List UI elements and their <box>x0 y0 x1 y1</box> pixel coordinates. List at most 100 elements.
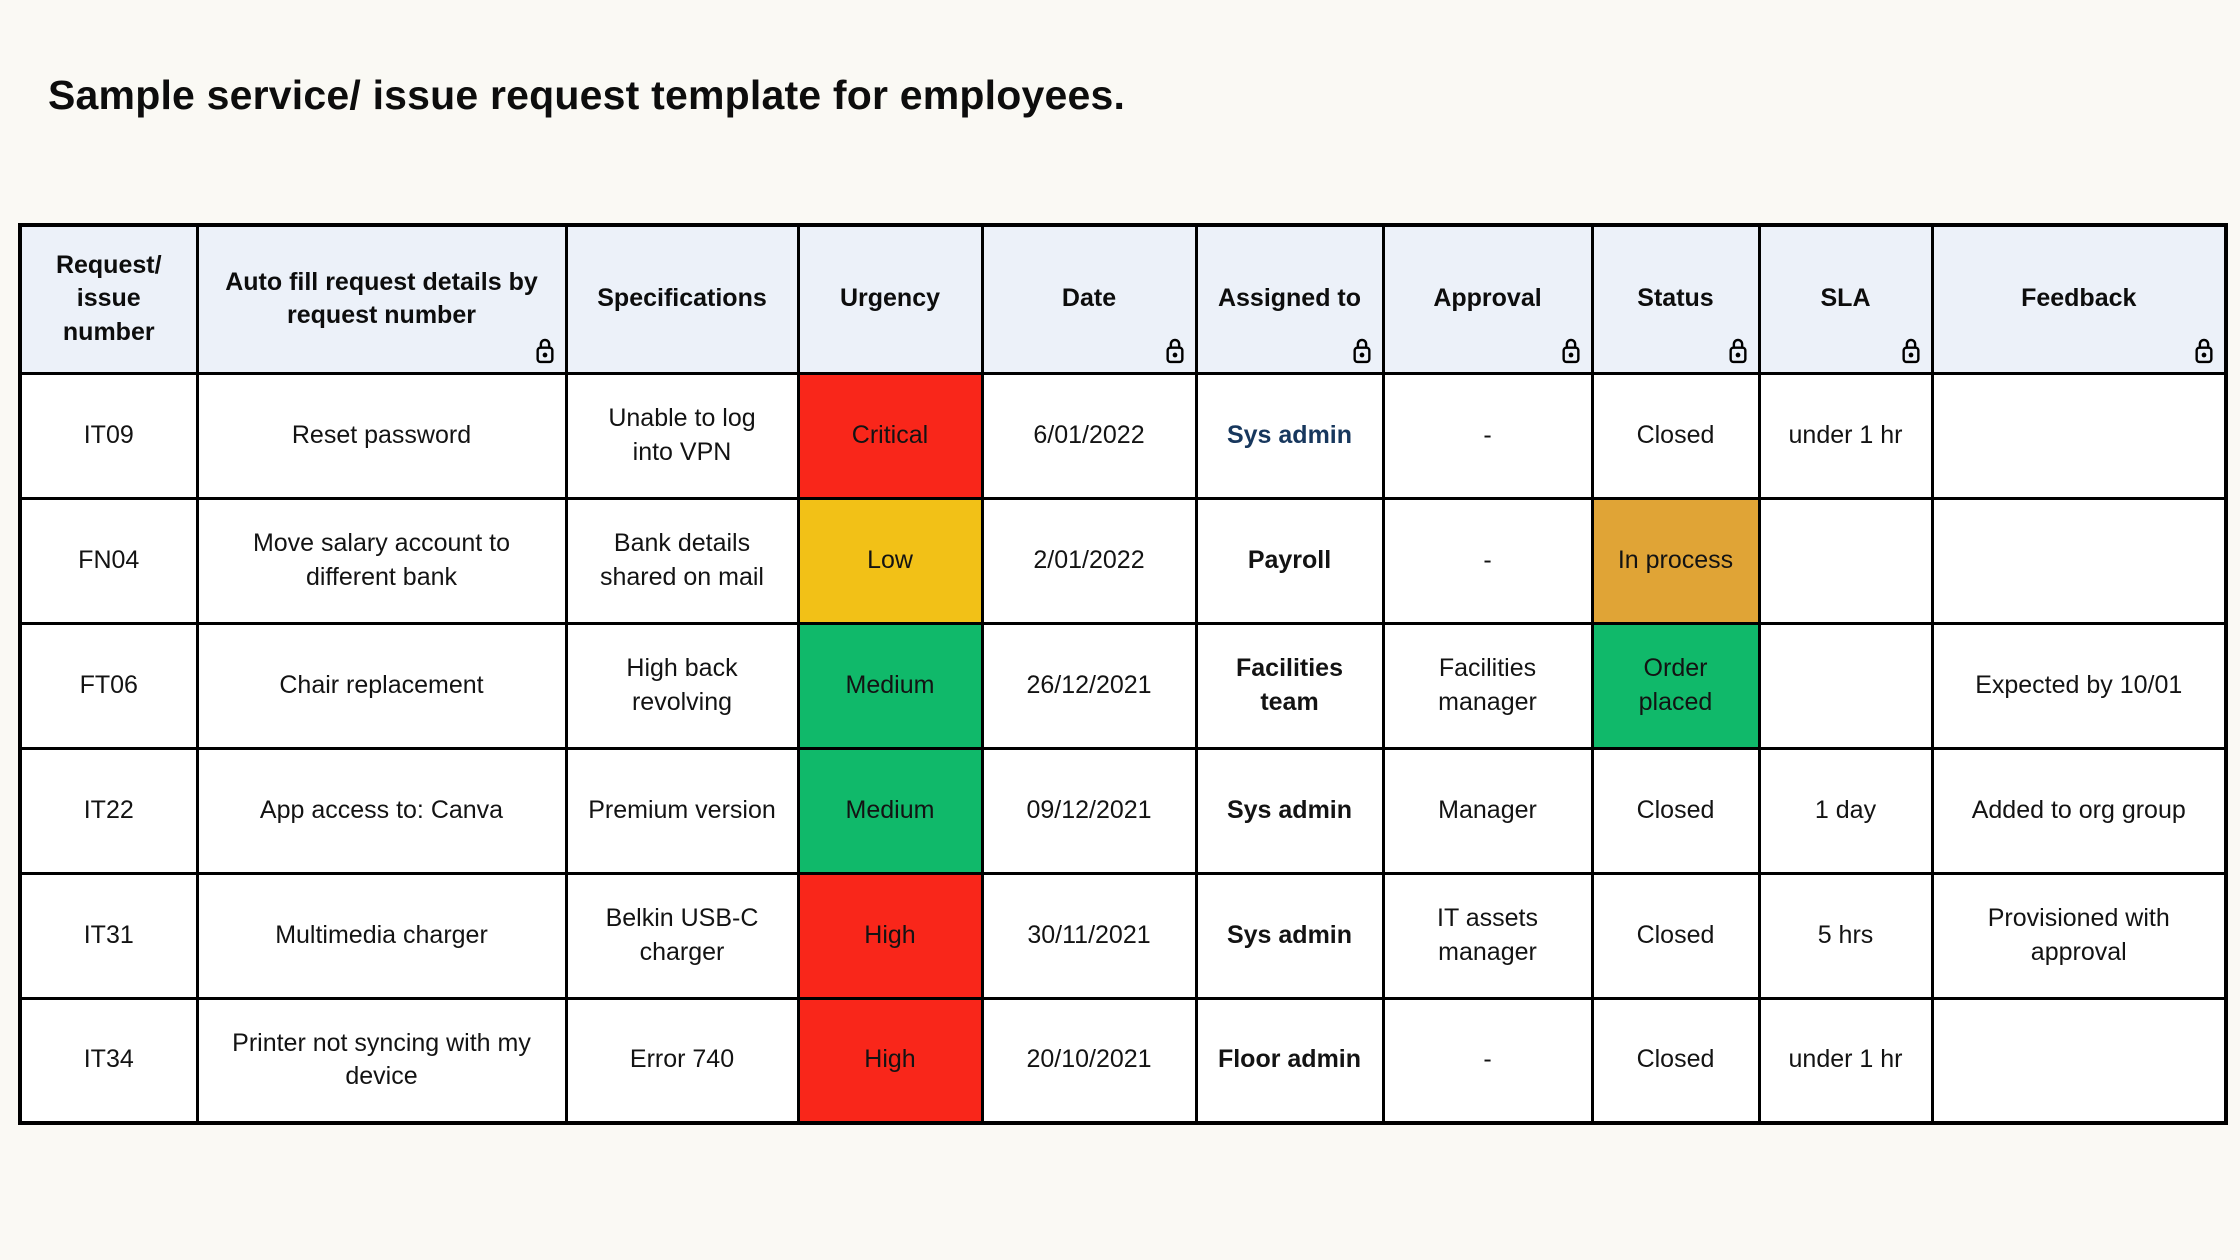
cell-text: 5 hrs <box>1817 920 1874 949</box>
cell-text: Bank details shared on mail <box>600 528 764 591</box>
col-header-specifications: Specifications <box>564 223 800 375</box>
cell-text: Added to org group <box>1971 795 2186 824</box>
cell-date: 2/01/2022 <box>980 496 1198 625</box>
col-header-sla: SLA <box>1757 223 1934 375</box>
cell-text: 09/12/2021 <box>1026 795 1152 824</box>
cell-request-id: IT09 <box>18 371 199 500</box>
cell-urgency: Critical <box>796 371 984 500</box>
cell-assigned-to: Facilities team <box>1194 621 1385 750</box>
cell-feedback: Expected by 10/01 <box>1930 621 2228 750</box>
cell-approval: Facilities manager <box>1381 621 1594 750</box>
header-row: Request/ issue number Auto fill request … <box>18 223 2228 375</box>
cell-text: Move salary account to different bank <box>252 528 511 591</box>
table-row: FN04 Move salary account to different ba… <box>18 496 2228 625</box>
cell-text: 26/12/2021 <box>1026 670 1152 699</box>
table-row: IT09 Reset password Unable to log into V… <box>18 371 2228 500</box>
cell-text: Reset password <box>291 420 472 449</box>
cell-text: IT31 <box>83 920 134 949</box>
col-header-request-number: Request/ issue number <box>18 223 199 375</box>
cell-text: In process <box>1617 545 1734 574</box>
cell-request-details: Multimedia charger <box>195 871 568 1000</box>
cell-request-details: Chair replacement <box>195 621 568 750</box>
cell-text: Closed <box>1636 795 1715 824</box>
cell-assigned-to: Sys admin <box>1194 371 1385 500</box>
cell-feedback <box>1930 371 2228 500</box>
col-header-urgency: Urgency <box>796 223 984 375</box>
cell-specifications: Belkin USB-C charger <box>564 871 800 1000</box>
table-row: IT22 App access to: Canva Premium versio… <box>18 746 2228 875</box>
table-row: FT06 Chair replacement High back revolvi… <box>18 621 2228 750</box>
cell-urgency: Medium <box>796 621 984 750</box>
cell-text: Medium <box>845 795 935 824</box>
cell-assigned-to: Sys admin <box>1194 746 1385 875</box>
cell-text: Belkin USB-C charger <box>605 903 759 966</box>
cell-date: 20/10/2021 <box>980 996 1198 1125</box>
cell-specifications: High back revolving <box>564 621 800 750</box>
cell-feedback: Provisioned with approval <box>1930 871 2228 1000</box>
cell-text: - <box>1483 420 1492 449</box>
lock-icon <box>2193 335 2215 365</box>
cell-specifications: Error 740 <box>564 996 800 1125</box>
col-header-autofill-details: Auto fill request details by request num… <box>195 223 568 375</box>
cell-request-details: App access to: Canva <box>195 746 568 875</box>
cell-text: IT22 <box>83 795 134 824</box>
cell-sla: under 1 hr <box>1757 371 1934 500</box>
cell-date: 30/11/2021 <box>980 871 1198 1000</box>
cell-text: under 1 hr <box>1788 1045 1903 1074</box>
cell-text: Manager <box>1438 795 1537 824</box>
column-label: Specifications <box>597 284 767 313</box>
cell-text: Sys admin <box>1226 420 1353 449</box>
cell-date: 26/12/2021 <box>980 621 1198 750</box>
cell-text: Provisioned with approval <box>1987 903 2170 966</box>
cell-text: Printer not syncing with my device <box>232 1028 531 1091</box>
cell-text: IT34 <box>83 1045 134 1074</box>
column-label: Assigned to <box>1217 284 1362 313</box>
cell-text: FT06 <box>79 670 138 699</box>
cell-text: Medium <box>845 670 935 699</box>
cell-date: 6/01/2022 <box>980 371 1198 500</box>
cell-request-id: IT31 <box>18 871 199 1000</box>
lock-icon <box>1351 335 1373 365</box>
cell-text: Floor admin <box>1217 1045 1362 1074</box>
cell-text: Low <box>867 545 913 574</box>
cell-text: Premium version <box>588 795 776 824</box>
cell-request-id: IT22 <box>18 746 199 875</box>
cell-text: FN04 <box>78 545 140 574</box>
cell-sla: 5 hrs <box>1757 871 1934 1000</box>
cell-text: Closed <box>1636 920 1715 949</box>
cell-text: Critical <box>851 420 929 449</box>
cell-sla <box>1757 621 1934 750</box>
cell-request-details: Reset password <box>195 371 568 500</box>
cell-approval: - <box>1381 496 1594 625</box>
cell-feedback <box>1930 996 2228 1125</box>
cell-assigned-to: Floor admin <box>1194 996 1385 1125</box>
column-label: Date <box>1061 284 1117 313</box>
cell-date: 09/12/2021 <box>980 746 1198 875</box>
cell-urgency: Low <box>796 496 984 625</box>
cell-request-id: IT34 <box>18 996 199 1125</box>
cell-text: 20/10/2021 <box>1026 1045 1152 1074</box>
cell-request-id: FT06 <box>18 621 199 750</box>
cell-text: Closed <box>1636 1045 1715 1074</box>
cell-text: Payroll <box>1247 545 1332 574</box>
lock-icon <box>1900 335 1922 365</box>
table-row: IT34 Printer not syncing with my device … <box>18 996 2228 1125</box>
cell-text: Chair replacement <box>279 670 484 699</box>
cell-assigned-to: Sys admin <box>1194 871 1385 1000</box>
cell-approval: Manager <box>1381 746 1594 875</box>
cell-approval: - <box>1381 371 1594 500</box>
cell-status: Closed <box>1590 871 1761 1000</box>
cell-text: Error 740 <box>629 1045 735 1074</box>
lock-icon <box>1164 335 1186 365</box>
cell-text: High <box>864 920 916 949</box>
cell-text: Facilities team <box>1236 653 1343 716</box>
cell-text: Sys admin <box>1226 920 1353 949</box>
cell-text: 2/01/2022 <box>1033 545 1145 574</box>
col-header-status: Status <box>1590 223 1761 375</box>
cell-text: Closed <box>1636 420 1715 449</box>
cell-text: IT assets manager <box>1437 903 1538 966</box>
column-label: Request/ issue number <box>55 250 162 347</box>
cell-text: High <box>864 1045 916 1074</box>
cell-urgency: High <box>796 871 984 1000</box>
col-header-approval: Approval <box>1381 223 1594 375</box>
